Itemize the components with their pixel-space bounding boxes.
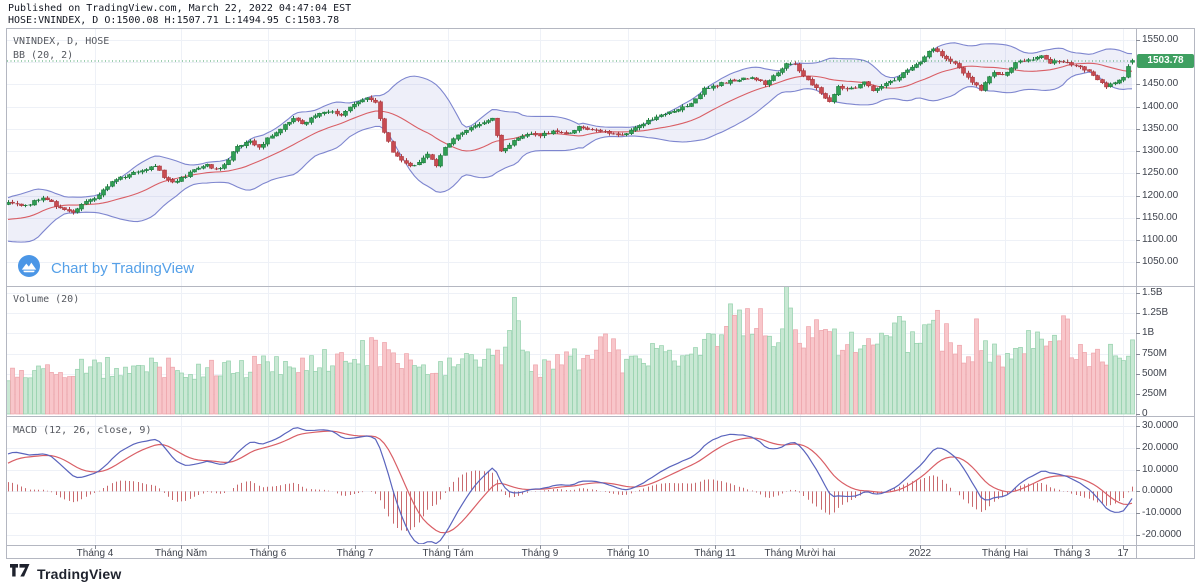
price-tick-label: 1550.00 (1142, 34, 1179, 45)
volume-indicator-legend[interactable]: Volume (20) (13, 294, 80, 305)
price-tick-label: 1300.00 (1142, 145, 1179, 157)
time-axis-label: 17 (1117, 548, 1129, 559)
time-axis-label: Tháng Năm (154, 548, 208, 559)
macd-tick-label: -20.0000 (1142, 529, 1182, 541)
macd-tick-label: 30.0000 (1142, 419, 1179, 431)
price-tick-label: 1450.00 (1142, 78, 1179, 90)
time-axis-label: Tháng 6 (249, 548, 287, 559)
bb-indicator-legend[interactable]: BB (20, 2) (13, 50, 74, 61)
macd-indicator-legend[interactable]: MACD (12, 26, close, 9) (13, 425, 152, 436)
volume-tick-label: 500M (1142, 367, 1168, 379)
symbol-ohlc-line: HOSE:VNINDEX, D O:1500.08 H:1507.71 L:14… (8, 15, 340, 26)
last-price-badge: 1503.78 (1137, 54, 1194, 68)
macd-tick-label: -10.0000 (1142, 507, 1182, 519)
time-axis-label: Tháng 4 (76, 548, 114, 559)
time-axis-label: 2022 (908, 548, 932, 559)
time-axis-label: Tháng 3 (1053, 548, 1091, 559)
price-tick-label: 1150.00 (1142, 211, 1178, 223)
price-tick-label: 1050.00 (1142, 256, 1179, 268)
volume-tick-label: 250M (1142, 387, 1168, 399)
footer-brand-label: TradingView (37, 565, 122, 582)
time-axis-label: Tháng Hai (981, 548, 1029, 559)
price-tick-label: 1350.00 (1142, 122, 1179, 134)
volume-tick-label: 750M (1142, 347, 1168, 359)
tradingview-watermark[interactable]: Chart by TradingView (17, 254, 194, 283)
price-tick-label: 1100.00 (1142, 233, 1178, 245)
time-axis-label: Tháng Tám (422, 548, 474, 559)
volume-tick-label: 1.25B (1142, 307, 1169, 319)
tradingview-logo-icon (10, 564, 30, 583)
time-axis-label: Tháng 9 (521, 548, 559, 559)
price-pane-legend[interactable]: VNINDEX, D, HOSE (13, 36, 110, 47)
time-axis-label: Tháng 11 (694, 548, 736, 559)
macd-tick-label: 20.0000 (1142, 441, 1179, 453)
volume-tick-label: 1B (1142, 327, 1155, 339)
footer-brand[interactable]: TradingView (10, 564, 121, 583)
price-tick-label: 1200.00 (1142, 189, 1179, 201)
macd-tick-label: 0.0000 (1142, 485, 1173, 497)
time-axis-label: Tháng Mười hai (764, 548, 836, 559)
publish-info-line: Published on TradingView.com, March 22, … (8, 3, 352, 14)
volume-tick-label: 0 (1142, 408, 1148, 419)
volume-tick-label: 1.5B (1142, 287, 1163, 298)
watermark-label: Chart by TradingView (51, 260, 195, 277)
time-axis-label: Tháng 7 (336, 548, 374, 559)
time-axis-label: Tháng 10 (606, 548, 650, 559)
macd-tick-label: 10.0000 (1142, 463, 1179, 475)
price-tick-label: 1400.00 (1142, 100, 1179, 112)
tradingview-cloud-icon (17, 254, 41, 283)
price-tick-label: 1250.00 (1142, 167, 1179, 179)
